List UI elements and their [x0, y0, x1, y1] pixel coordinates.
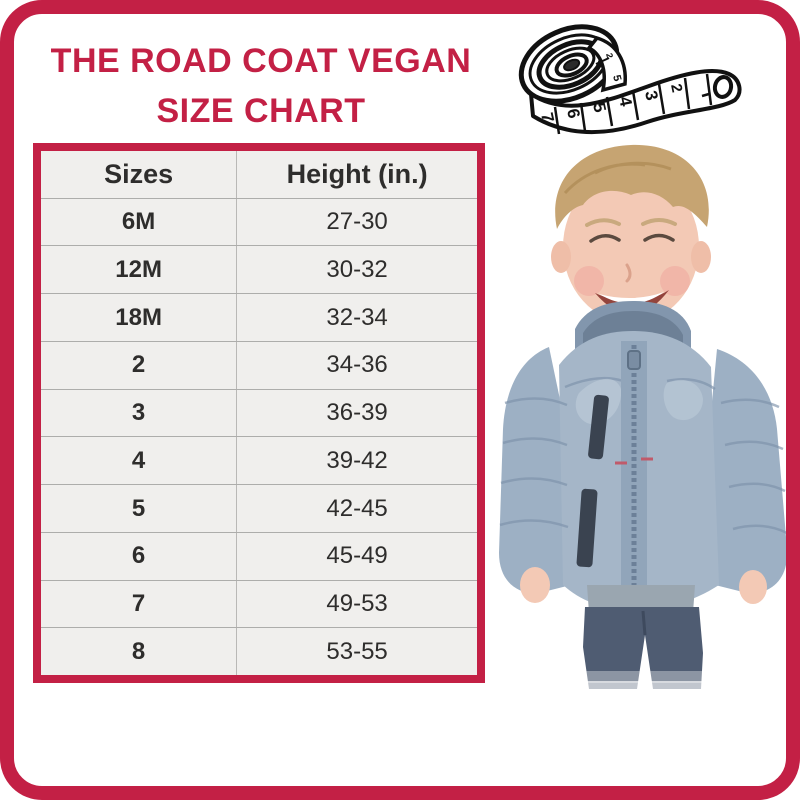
table-row: 6 45-49: [41, 531, 477, 580]
height-cell: 30-32: [326, 255, 388, 283]
table-row: 7 49-53: [41, 579, 477, 628]
svg-text:2: 2: [667, 82, 685, 94]
page-title: THE ROAD COAT VEGAN SIZE CHART: [28, 36, 494, 136]
child-photo: [499, 144, 788, 693]
size-cell: 2: [41, 341, 238, 389]
svg-text:5: 5: [589, 101, 610, 114]
size-cell: 5: [41, 485, 238, 532]
height-cell: 32-34: [326, 303, 388, 331]
table-row: 4 39-42: [41, 436, 477, 485]
table-row: 12M 30-32: [41, 245, 477, 294]
table-row: 3 36-39: [41, 388, 477, 437]
size-cell: 12M: [41, 246, 238, 294]
table-row: 6M 27-30: [41, 197, 477, 246]
page-title-line2: SIZE CHART: [156, 92, 366, 130]
table-header-row: Sizes Height (in.): [41, 151, 477, 198]
column-header-sizes: Sizes: [41, 151, 238, 198]
column-header-height: Height (in.): [286, 158, 428, 189]
table-row: 5 42-45: [41, 484, 477, 532]
size-cell: 8: [41, 628, 238, 676]
size-cell: 6M: [41, 198, 238, 246]
height-cell: 45-49: [326, 542, 388, 570]
table-row: 8 53-55: [41, 627, 477, 676]
height-cell: 34-36: [326, 351, 388, 379]
height-cell: 36-39: [326, 399, 388, 427]
tape-measure-icon: 5 2 7 6 5 4 3 2: [518, 24, 742, 135]
size-cell: 7: [41, 580, 238, 628]
height-cell: 53-55: [326, 637, 388, 665]
height-cell: 39-42: [326, 446, 388, 474]
size-cell: 4: [41, 437, 238, 485]
table-row: 2 34-36: [41, 340, 477, 389]
height-cell: 49-53: [326, 589, 388, 617]
size-table: Sizes Height (in.) 6M 27-30 12M 30-32 18…: [33, 143, 485, 683]
size-cell: 3: [41, 389, 238, 437]
height-cell: 27-30: [326, 208, 388, 236]
page-title-line1: THE ROAD COAT VEGAN: [50, 42, 472, 80]
svg-text:7: 7: [537, 111, 558, 124]
size-cell: 18M: [41, 294, 238, 341]
svg-text:5: 5: [610, 74, 623, 83]
svg-text:4: 4: [615, 95, 636, 109]
svg-text:3: 3: [641, 89, 662, 102]
height-cell: 42-45: [326, 494, 388, 522]
svg-text:6: 6: [563, 107, 584, 120]
table-row: 18M 32-34: [41, 293, 477, 341]
svg-text:2: 2: [604, 52, 615, 59]
size-cell: 6: [41, 532, 238, 580]
